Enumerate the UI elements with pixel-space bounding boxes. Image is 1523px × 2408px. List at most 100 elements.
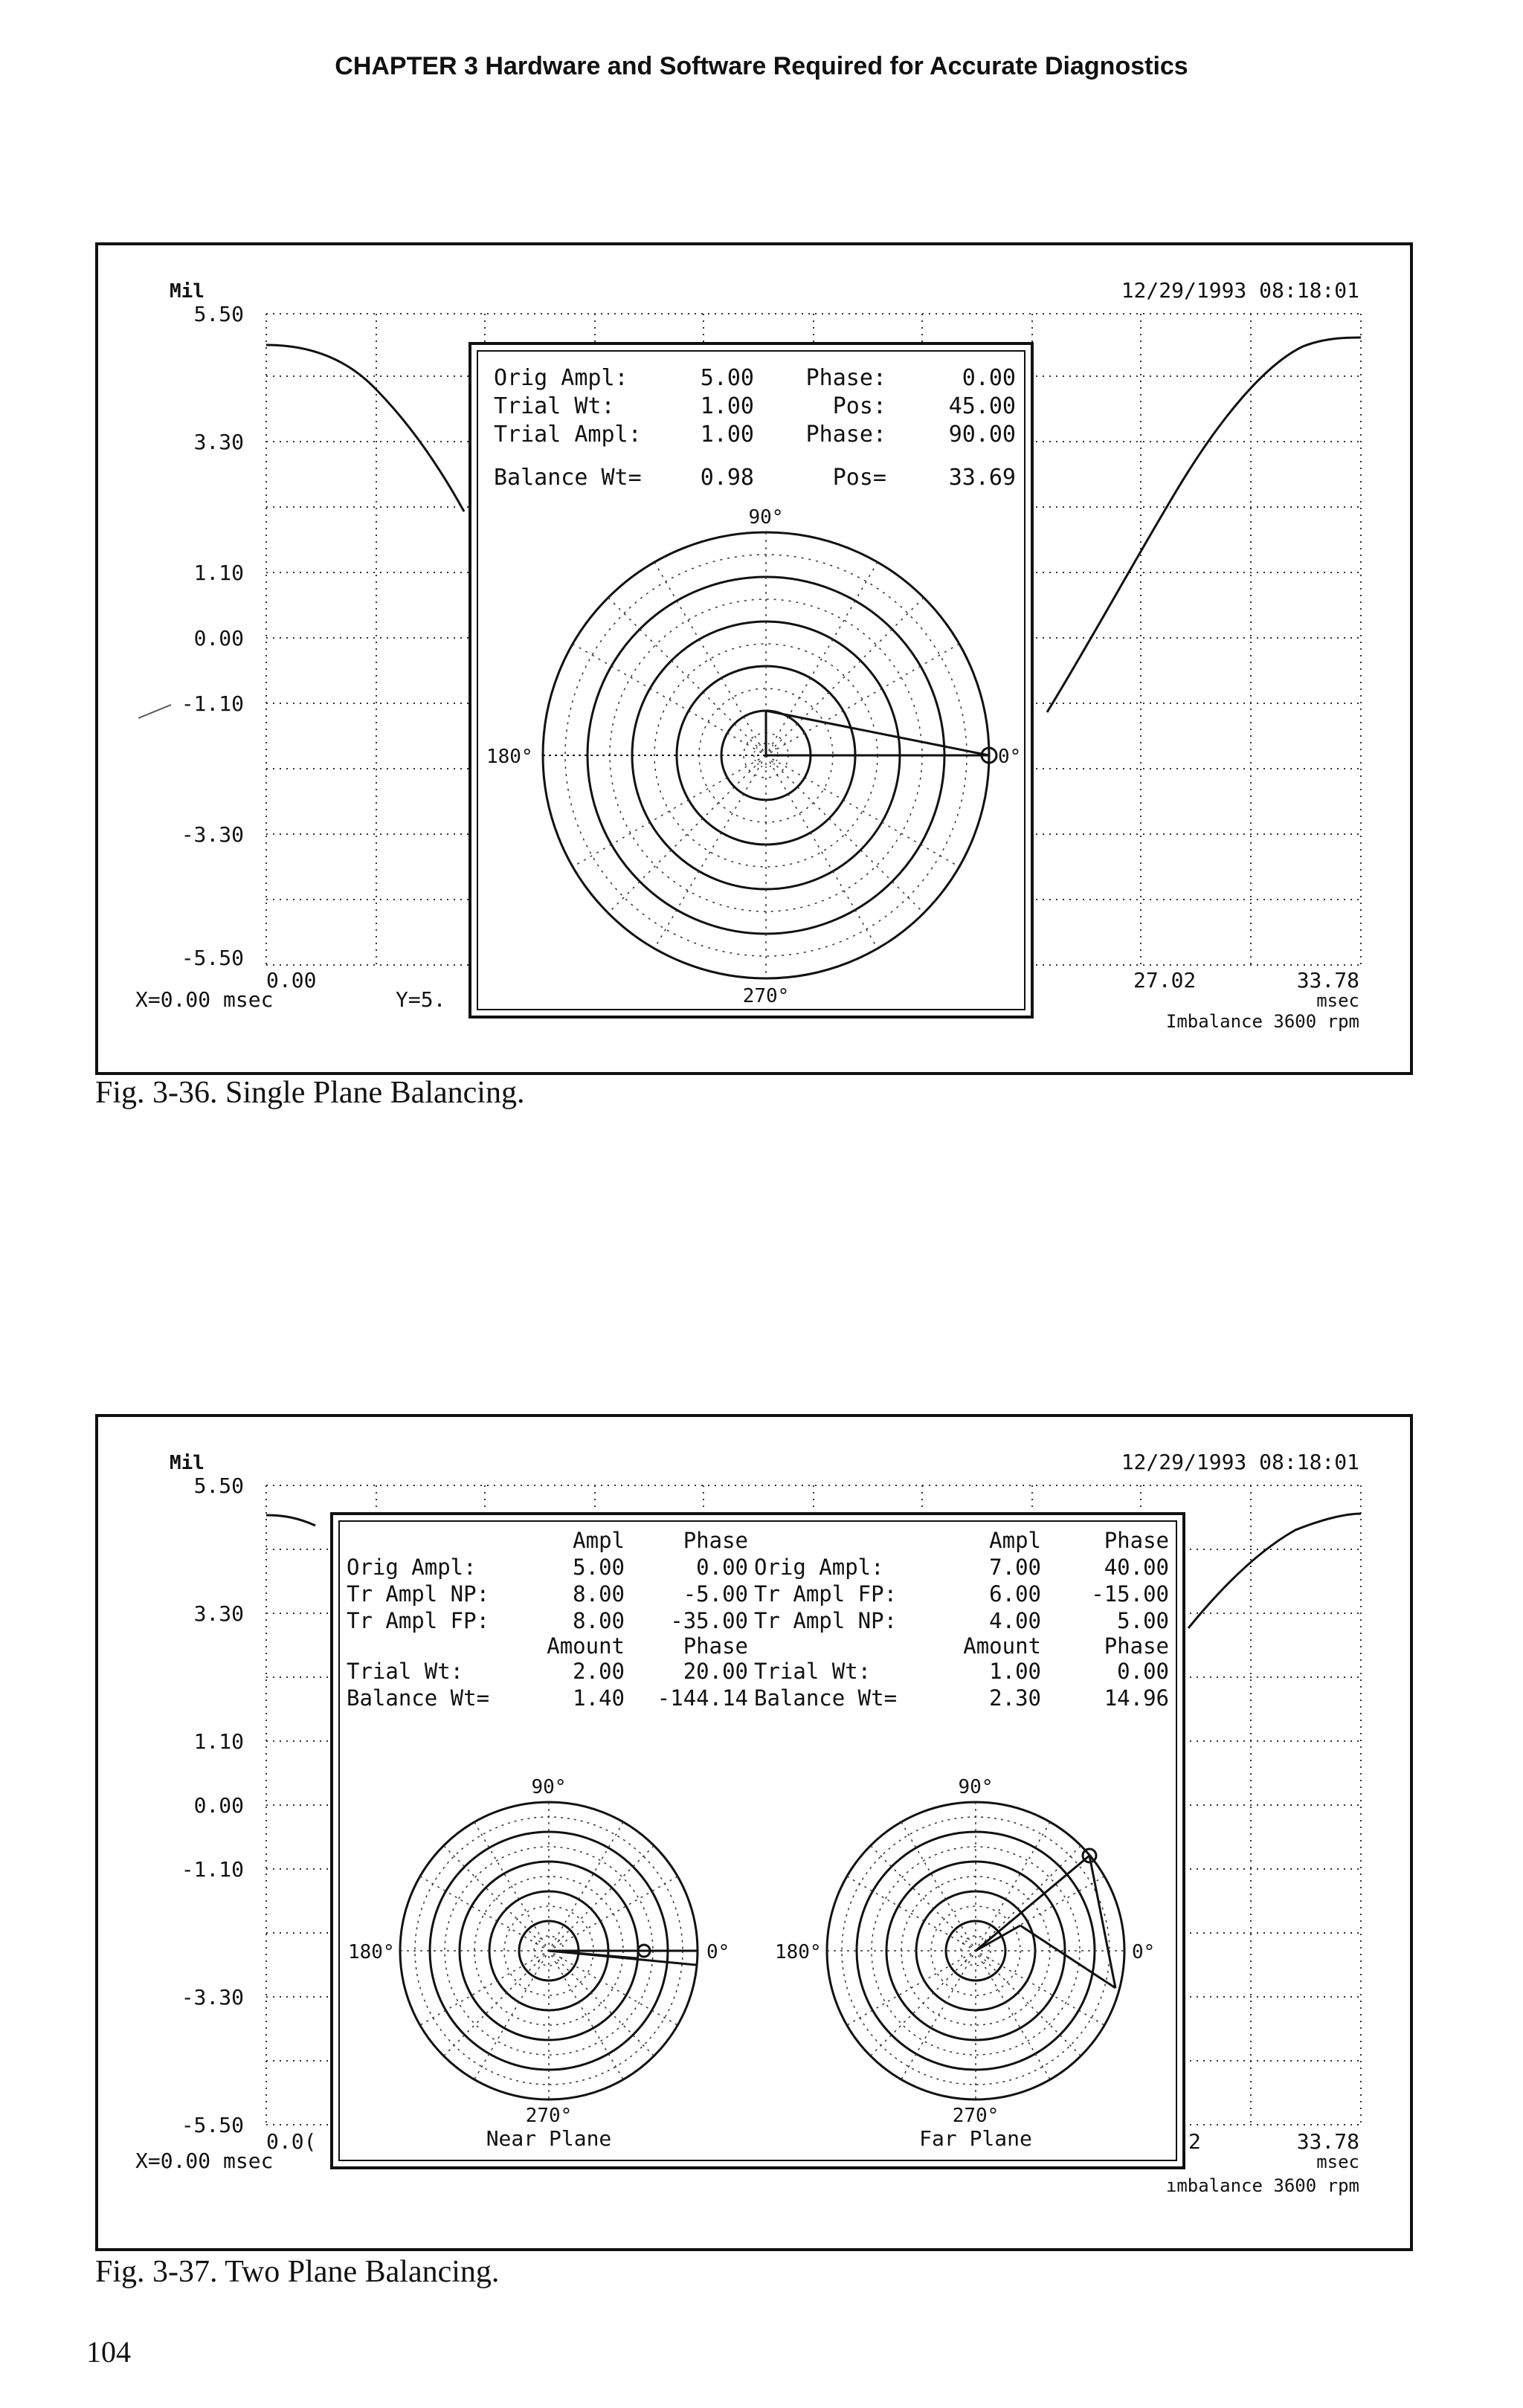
- svg-text:270°: 270°: [526, 2105, 573, 2127]
- unit-label: Mil: [170, 280, 205, 303]
- svg-text:Balance Wt=: Balance Wt=: [494, 465, 642, 491]
- x-unit: msec: [1316, 990, 1359, 1011]
- svg-text:Phase: Phase: [1104, 1528, 1169, 1553]
- waveform-right: [1187, 1512, 1362, 1629]
- two-plane-screen: Mil 12/29/1993 08:18:01 5.50 3.30 1.10 0…: [135, 1450, 1362, 2196]
- svg-text:Orig Ampl:: Orig Ampl:: [494, 365, 628, 391]
- timestamp: 12/29/1993 08:18:01: [1121, 278, 1359, 303]
- svg-text:0°: 0°: [1132, 1941, 1155, 1963]
- waveform-left: [265, 1514, 316, 1527]
- svg-text:Ampl: Ampl: [989, 1528, 1041, 1553]
- svg-text:90°: 90°: [532, 1776, 567, 1798]
- svg-text:-35.00: -35.00: [670, 1608, 748, 1633]
- svg-text:0.98: 0.98: [701, 465, 754, 491]
- svg-text:4.00: 4.00: [989, 1608, 1041, 1633]
- near-plane-label: Near Plane: [486, 2126, 612, 2151]
- svg-text:3.30: 3.30: [194, 430, 244, 454]
- svg-text:-15.00: -15.00: [1091, 1581, 1169, 1607]
- x-tick-start: 0.0(: [266, 2129, 316, 2154]
- svg-text:1.00: 1.00: [989, 1659, 1041, 1684]
- waveform-left: [265, 343, 466, 512]
- svg-text:-144.14: -144.14: [657, 1685, 748, 1711]
- far-plane-label: Far Plane: [919, 2126, 1032, 2151]
- balance-vectors: [764, 709, 998, 764]
- near-plane-polar: 90° 180° 0° 270° Near Plane: [348, 1776, 730, 2151]
- svg-text:Balance Wt=: Balance Wt=: [754, 1685, 897, 1711]
- svg-text:33.69: 33.69: [949, 465, 1016, 491]
- two-plane-panel: Ampl Phase Orig Ampl: 5.00 0.00 Tr Ampl …: [330, 1512, 1185, 2169]
- svg-text:0.00: 0.00: [1117, 1659, 1169, 1684]
- svg-text:270°: 270°: [953, 2105, 999, 2127]
- svg-text:5.50: 5.50: [194, 302, 244, 326]
- svg-text:Trial Wt:: Trial Wt:: [347, 1659, 463, 1684]
- svg-text:7.00: 7.00: [989, 1555, 1041, 1580]
- svg-text:5.00: 5.00: [701, 365, 754, 391]
- svg-text:5.50: 5.50: [194, 1473, 244, 1498]
- svg-text:40.00: 40.00: [1104, 1555, 1169, 1580]
- pen-mark: [138, 704, 172, 719]
- svg-text:-5.00: -5.00: [683, 1581, 748, 1607]
- svg-text:90°: 90°: [959, 1776, 994, 1798]
- svg-text:-5.50: -5.50: [181, 946, 244, 970]
- svg-text:Tr Ampl NP:: Tr Ampl NP:: [754, 1608, 897, 1633]
- imbalance-label: ımbalance 3600 rpm: [1166, 2175, 1359, 2196]
- svg-text:-1.10: -1.10: [181, 1857, 244, 1882]
- svg-text:0°: 0°: [706, 1941, 730, 1963]
- svg-text:Tr Ampl FP:: Tr Ampl FP:: [347, 1608, 489, 1633]
- svg-text:Phase:: Phase:: [806, 422, 886, 448]
- svg-text:Pos=: Pos=: [833, 465, 886, 491]
- x-readout: X=0.00 msec: [135, 2149, 273, 2173]
- svg-text:Tr Ampl FP:: Tr Ampl FP:: [754, 1581, 897, 1607]
- svg-text:5.00: 5.00: [1117, 1608, 1169, 1633]
- svg-text:Amount: Amount: [547, 1633, 625, 1659]
- svg-text:1.40: 1.40: [573, 1685, 625, 1711]
- svg-text:Trial Wt:: Trial Wt:: [754, 1659, 871, 1684]
- far-plane-polar: 90° 180° 0° 270° Far Plane: [775, 1776, 1155, 2151]
- angle-180: 180°: [486, 746, 533, 768]
- svg-text:-1.10: -1.10: [181, 691, 244, 716]
- svg-text:0.00: 0.00: [962, 365, 1016, 391]
- x-tick-end: 33.78: [1297, 2129, 1359, 2154]
- svg-text:8.00: 8.00: [573, 1608, 625, 1633]
- y-axis-labels: 5.50 3.30 1.10 0.00 -1.10 -3.30 -5.50: [181, 1473, 244, 2137]
- imbalance-label: Imbalance 3600 rpm: [1166, 1011, 1359, 1032]
- svg-text:0.00: 0.00: [194, 626, 244, 651]
- single-plane-screen: Mil 12/29/1993 08:18:01 5.50 3.30 1.10 0…: [135, 278, 1362, 1032]
- near-plane-vectors: [548, 1943, 698, 1966]
- svg-text:20.00: 20.00: [683, 1659, 748, 1684]
- page-header: CHAPTER 3 Hardware and Software Required…: [335, 52, 1188, 80]
- svg-text:Pos:: Pos:: [833, 393, 886, 419]
- x-unit: msec: [1316, 2152, 1359, 2172]
- x-tick-end: 33.78: [1297, 968, 1359, 992]
- caption-fig-3-36: Fig. 3-36. Single Plane Balancing.: [95, 1076, 525, 1110]
- svg-text:Orig Ampl:: Orig Ampl:: [754, 1555, 884, 1580]
- x-tick-start: 0.00: [266, 968, 316, 992]
- svg-text:8.00: 8.00: [573, 1581, 625, 1607]
- svg-text:-3.30: -3.30: [181, 822, 244, 847]
- svg-text:Orig Ampl:: Orig Ampl:: [347, 1555, 477, 1580]
- svg-text:1.10: 1.10: [194, 1729, 244, 1754]
- y-readout: Y=5.: [396, 987, 445, 1012]
- svg-text:1.00: 1.00: [701, 393, 754, 419]
- svg-text:0.00: 0.00: [696, 1555, 748, 1580]
- svg-text:Tr Ampl NP:: Tr Ampl NP:: [347, 1581, 489, 1607]
- caption-fig-3-37: Fig. 3-37. Two Plane Balancing.: [95, 2255, 500, 2289]
- angle-270: 270°: [743, 985, 790, 1007]
- svg-text:45.00: 45.00: [949, 393, 1016, 419]
- svg-text:Phase:: Phase:: [806, 365, 886, 391]
- svg-text:90.00: 90.00: [949, 422, 1016, 448]
- timestamp: 12/29/1993 08:18:01: [1121, 1450, 1359, 1474]
- svg-text:180°: 180°: [348, 1941, 395, 1963]
- svg-text:3.30: 3.30: [194, 1601, 244, 1626]
- page-number: 104: [86, 2335, 131, 2369]
- svg-text:6.00: 6.00: [989, 1581, 1041, 1607]
- svg-text:14.96: 14.96: [1104, 1685, 1169, 1711]
- far-plane-vectors: [975, 1847, 1117, 1989]
- svg-text:Phase: Phase: [683, 1633, 748, 1659]
- svg-text:2.30: 2.30: [989, 1685, 1041, 1711]
- svg-text:Trial Ampl:: Trial Ampl:: [494, 422, 642, 448]
- x-readout: X=0.00 msec: [135, 987, 273, 1012]
- svg-text:1.00: 1.00: [701, 422, 754, 448]
- svg-text:-5.50: -5.50: [181, 2113, 244, 2137]
- svg-text:180°: 180°: [775, 1941, 822, 1963]
